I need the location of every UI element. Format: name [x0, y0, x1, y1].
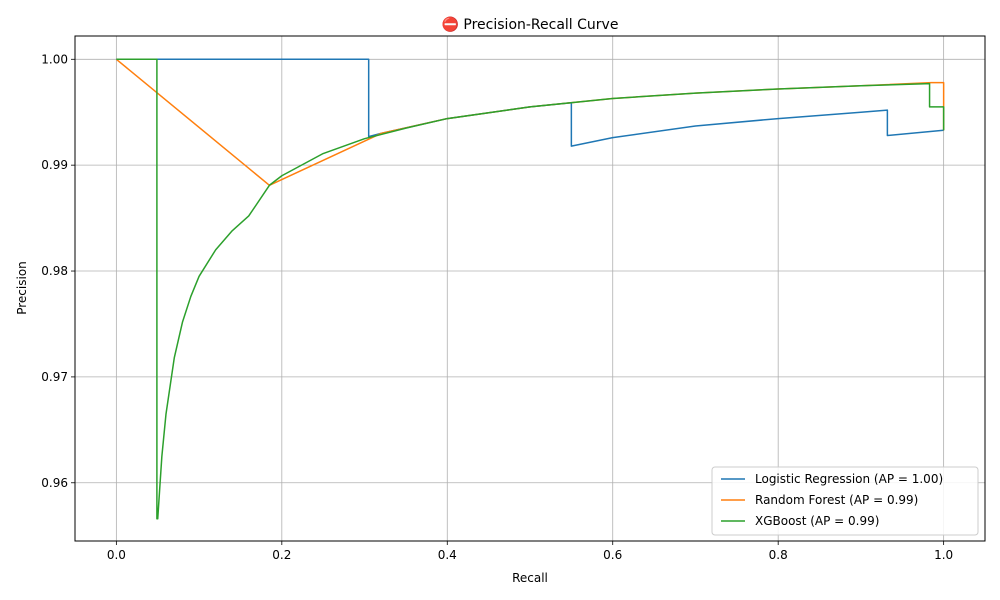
- y-axis-ticks: 0.96 0.97 0.98 0.99 1.00: [41, 52, 75, 490]
- y-tick-label: 0.97: [41, 370, 68, 384]
- y-tick-label: 0.99: [41, 158, 68, 172]
- y-tick-label: 0.98: [41, 264, 68, 278]
- x-axis-ticks: 0.0 0.2 0.4 0.6 0.8 1.0: [107, 541, 953, 562]
- series-layer: [115, 58, 945, 520]
- plot-frame: [74, 35, 986, 542]
- legend-label-0: Logistic Regression (AP = 1.00): [755, 472, 943, 486]
- x-tick-label: 1.0: [934, 548, 953, 562]
- legend: Logistic Regression (AP = 1.00) Random Fo…: [711, 466, 979, 536]
- y-tick-label: 1.00: [41, 52, 68, 66]
- legend-box: [711, 466, 979, 536]
- series-line-2: [116, 58, 945, 520]
- x-tick-label: 0.0: [107, 548, 126, 562]
- x-tick-label: 0.6: [603, 548, 622, 562]
- series-line-0: [116, 58, 944, 147]
- x-tick-label: 0.8: [769, 548, 788, 562]
- legend-label-2: XGBoost (AP = 0.99): [755, 514, 879, 528]
- x-axis-label: Recall: [512, 571, 548, 585]
- legend-label-1: Random Forest (AP = 0.99): [755, 493, 918, 507]
- y-tick-label: 0.96: [41, 476, 68, 490]
- x-tick-label: 0.2: [272, 548, 291, 562]
- x-tick-label: 0.4: [438, 548, 457, 562]
- chart-title: ⛔ Precision-Recall Curve: [442, 16, 619, 33]
- plot-background: [75, 36, 985, 541]
- y-axis-label: Precision: [15, 261, 29, 315]
